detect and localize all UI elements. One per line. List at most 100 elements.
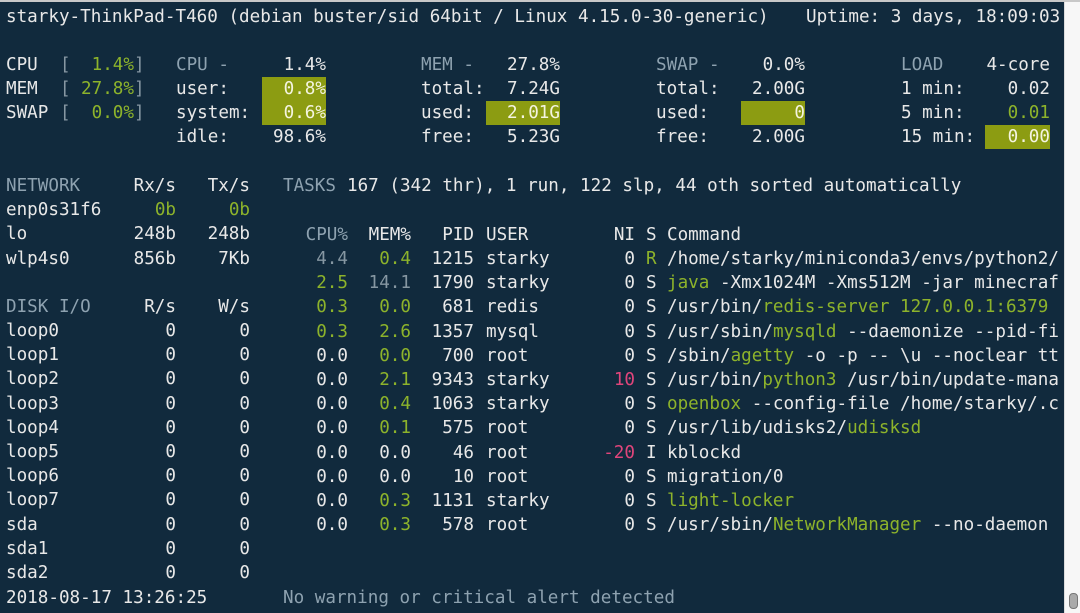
- process-pid: 575: [442, 418, 474, 439]
- col-s: S: [646, 225, 657, 245]
- disk-read: 0: [165, 442, 176, 462]
- process-nice: -20: [603, 442, 635, 463]
- process-pid: 681: [442, 297, 474, 318]
- disk-write: 0: [239, 538, 250, 559]
- command-segment: /usr/bin/: [667, 297, 763, 318]
- disk-read: 0: [165, 466, 176, 487]
- mem-value: 5.23G: [507, 127, 560, 147]
- mem-label: total:: [421, 79, 485, 99]
- bracket-open: [: [60, 79, 71, 99]
- command-segment: -o -p -- \u --noclear tt: [794, 345, 1059, 366]
- command-segment: --no-daemon: [921, 515, 1049, 536]
- process-mem: 0.0: [379, 442, 411, 463]
- network-title: NETWORK: [6, 176, 81, 196]
- tasks-summary: 167 (342 thr), 1 run, 122 slp, 44 oth so…: [347, 176, 962, 196]
- swap-value: 2.00G: [752, 127, 805, 147]
- network-tx: 0b: [228, 200, 250, 220]
- process-status: R: [646, 249, 657, 269]
- process-mem: 2.6: [379, 321, 411, 342]
- disk-name: loop3: [6, 393, 59, 414]
- load-value: 0.00: [985, 125, 1050, 149]
- network-rx: 248b: [133, 224, 176, 245]
- disk-write: 0: [239, 393, 250, 414]
- process-command: /usr/bin/redis-server 127.0.0.1:6379: [667, 295, 1048, 319]
- process-mem: 0.4: [379, 249, 411, 269]
- tasks-label: TASKS: [283, 176, 336, 196]
- process-cpu: 0.0: [316, 442, 348, 463]
- process-mem: 14.1: [368, 273, 411, 294]
- mem-label: used:: [421, 103, 474, 123]
- process-user: starky: [486, 394, 550, 415]
- process-user: mysql: [486, 321, 539, 342]
- process-user: starky: [486, 273, 550, 294]
- process-mem: 0.4: [379, 394, 411, 415]
- quicklook-value: 0.0%: [91, 103, 134, 123]
- process-command: /home/starky/miniconda3/envs/python2/: [667, 247, 1059, 271]
- mem-total: 27.8%: [507, 55, 560, 75]
- process-user: root: [486, 345, 529, 366]
- process-cpu: 0.0: [316, 394, 348, 415]
- network-interface: wlp4s0: [6, 248, 70, 269]
- process-user: redis: [486, 297, 539, 318]
- process-user: root: [486, 466, 529, 487]
- command-segment: /usr/bin/update-mana: [836, 370, 1059, 390]
- process-user: starky: [486, 491, 550, 511]
- disk-name: sda1: [6, 538, 49, 559]
- process-command: kblockd: [667, 441, 741, 465]
- process-nice: 0: [624, 297, 635, 318]
- command-segment: /sbin/: [667, 345, 731, 366]
- network-rx: 856b: [133, 248, 176, 269]
- process-pid: 9343: [431, 370, 474, 390]
- command-segment: migration/0: [667, 466, 784, 487]
- network-tx: 7Kb: [218, 248, 250, 269]
- process-pid: 1131: [431, 491, 474, 511]
- swap-total: 0.0%: [762, 55, 805, 75]
- process-nice: 0: [624, 491, 635, 511]
- process-cpu: 0.0: [316, 466, 348, 487]
- command-segment: java: [667, 273, 710, 294]
- process-status: S: [646, 515, 657, 536]
- bracket-open: [: [60, 55, 71, 75]
- process-nice: 0: [624, 273, 635, 294]
- disk-read: 0: [165, 417, 176, 438]
- process-user: root: [486, 418, 529, 439]
- disk-write: 0: [239, 466, 250, 487]
- process-mem: 0.1: [379, 418, 411, 439]
- network-rx: 0b: [154, 200, 176, 220]
- process-nice: 0: [624, 466, 635, 487]
- disk-write: 0: [239, 345, 250, 366]
- process-command: java -Xmx1024M -Xms512M -jar minecraf: [667, 271, 1059, 295]
- process-status: S: [646, 491, 657, 511]
- process-mem: 0.3: [379, 515, 411, 536]
- process-mem: 0.0: [379, 466, 411, 487]
- command-segment: mysqld: [772, 321, 837, 342]
- process-status: S: [646, 466, 657, 487]
- cpu-label: user:: [176, 79, 229, 99]
- process-status: I: [646, 442, 657, 463]
- mem-label: free:: [421, 127, 474, 147]
- command-segment: --config-file /home/starky/.c: [741, 394, 1059, 415]
- disk-read: 0: [165, 538, 176, 559]
- swap-value: 2.00G: [752, 79, 805, 99]
- process-command: light-locker: [667, 489, 794, 513]
- disk-name: loop2: [6, 369, 59, 390]
- process-pid: 1215: [431, 249, 474, 269]
- command-segment: udisksd: [847, 418, 922, 439]
- process-cpu: 0.0: [316, 370, 348, 390]
- network-interface: enp0s31f6: [6, 200, 102, 220]
- process-mem: 0.0: [379, 345, 411, 366]
- disk-read: 0: [165, 369, 176, 390]
- process-command: /usr/sbin/NetworkManager --no-daemon: [667, 513, 1048, 537]
- disk-name: loop7: [6, 490, 59, 511]
- cpu-title: CPU -: [176, 55, 229, 75]
- process-cpu: 2.5: [316, 273, 348, 294]
- scrollbar[interactable]: [1064, 2, 1080, 613]
- scrollbar-thumb[interactable]: [1069, 593, 1078, 609]
- load-total: 4-core: [986, 55, 1050, 75]
- process-status: S: [646, 370, 657, 390]
- process-mem: 0.0: [379, 297, 411, 318]
- network-interface: lo: [6, 224, 28, 245]
- cpu-label: idle:: [176, 127, 229, 147]
- col-mem: MEM%: [368, 225, 411, 245]
